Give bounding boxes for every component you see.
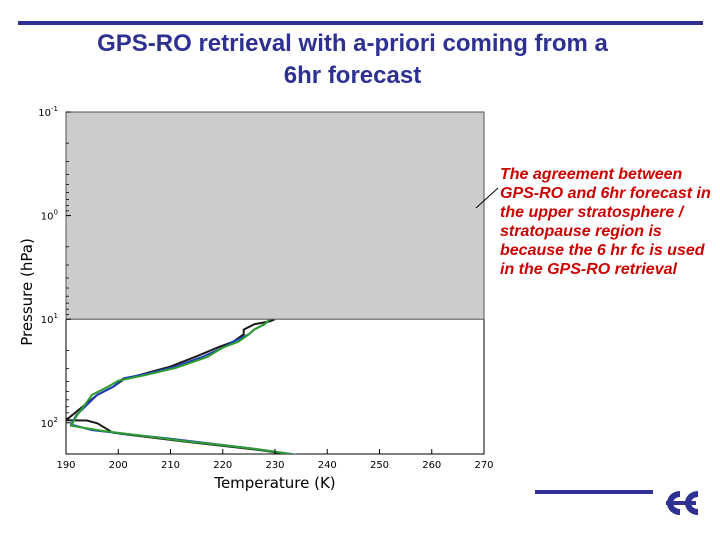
x-tick-label: 270 (474, 460, 493, 471)
x-tick-label: 260 (422, 460, 441, 471)
y-tick-label: 100 (41, 209, 58, 223)
annotation-text: The agreement between GPS-RO and 6hr for… (500, 166, 711, 278)
grey-overlay-box (65, 111, 485, 320)
y-axis-label: Pressure (hPa) (18, 238, 36, 346)
x-tick-label: 220 (213, 460, 232, 471)
y-tick-label: 102 (41, 416, 58, 430)
annotation-callout-line (475, 187, 499, 209)
x-tick-label: 200 (109, 460, 128, 471)
x-tick-label: 210 (161, 460, 180, 471)
y-tick-label: 101 (41, 312, 58, 326)
slide-title-line-1: GPS-RO retrieval with a-priori coming fr… (97, 30, 608, 57)
series-line-3 (69, 318, 297, 454)
y-tick-label: 10-1 (38, 105, 58, 119)
ecmwf-logo-icon (666, 491, 699, 515)
x-tick-label: 230 (265, 460, 284, 471)
x-tick-label: 190 (56, 460, 75, 471)
slide-title: GPS-RO retrieval with a-priori coming fr… (20, 28, 685, 92)
title-top-rule (18, 21, 703, 25)
footer-rule (535, 490, 653, 494)
x-axis-label: Temperature (K) (213, 474, 335, 492)
slide-title-line-2: 6hr forecast (283, 62, 422, 89)
x-tick-label: 240 (318, 460, 337, 471)
x-tick-label: 250 (370, 460, 389, 471)
